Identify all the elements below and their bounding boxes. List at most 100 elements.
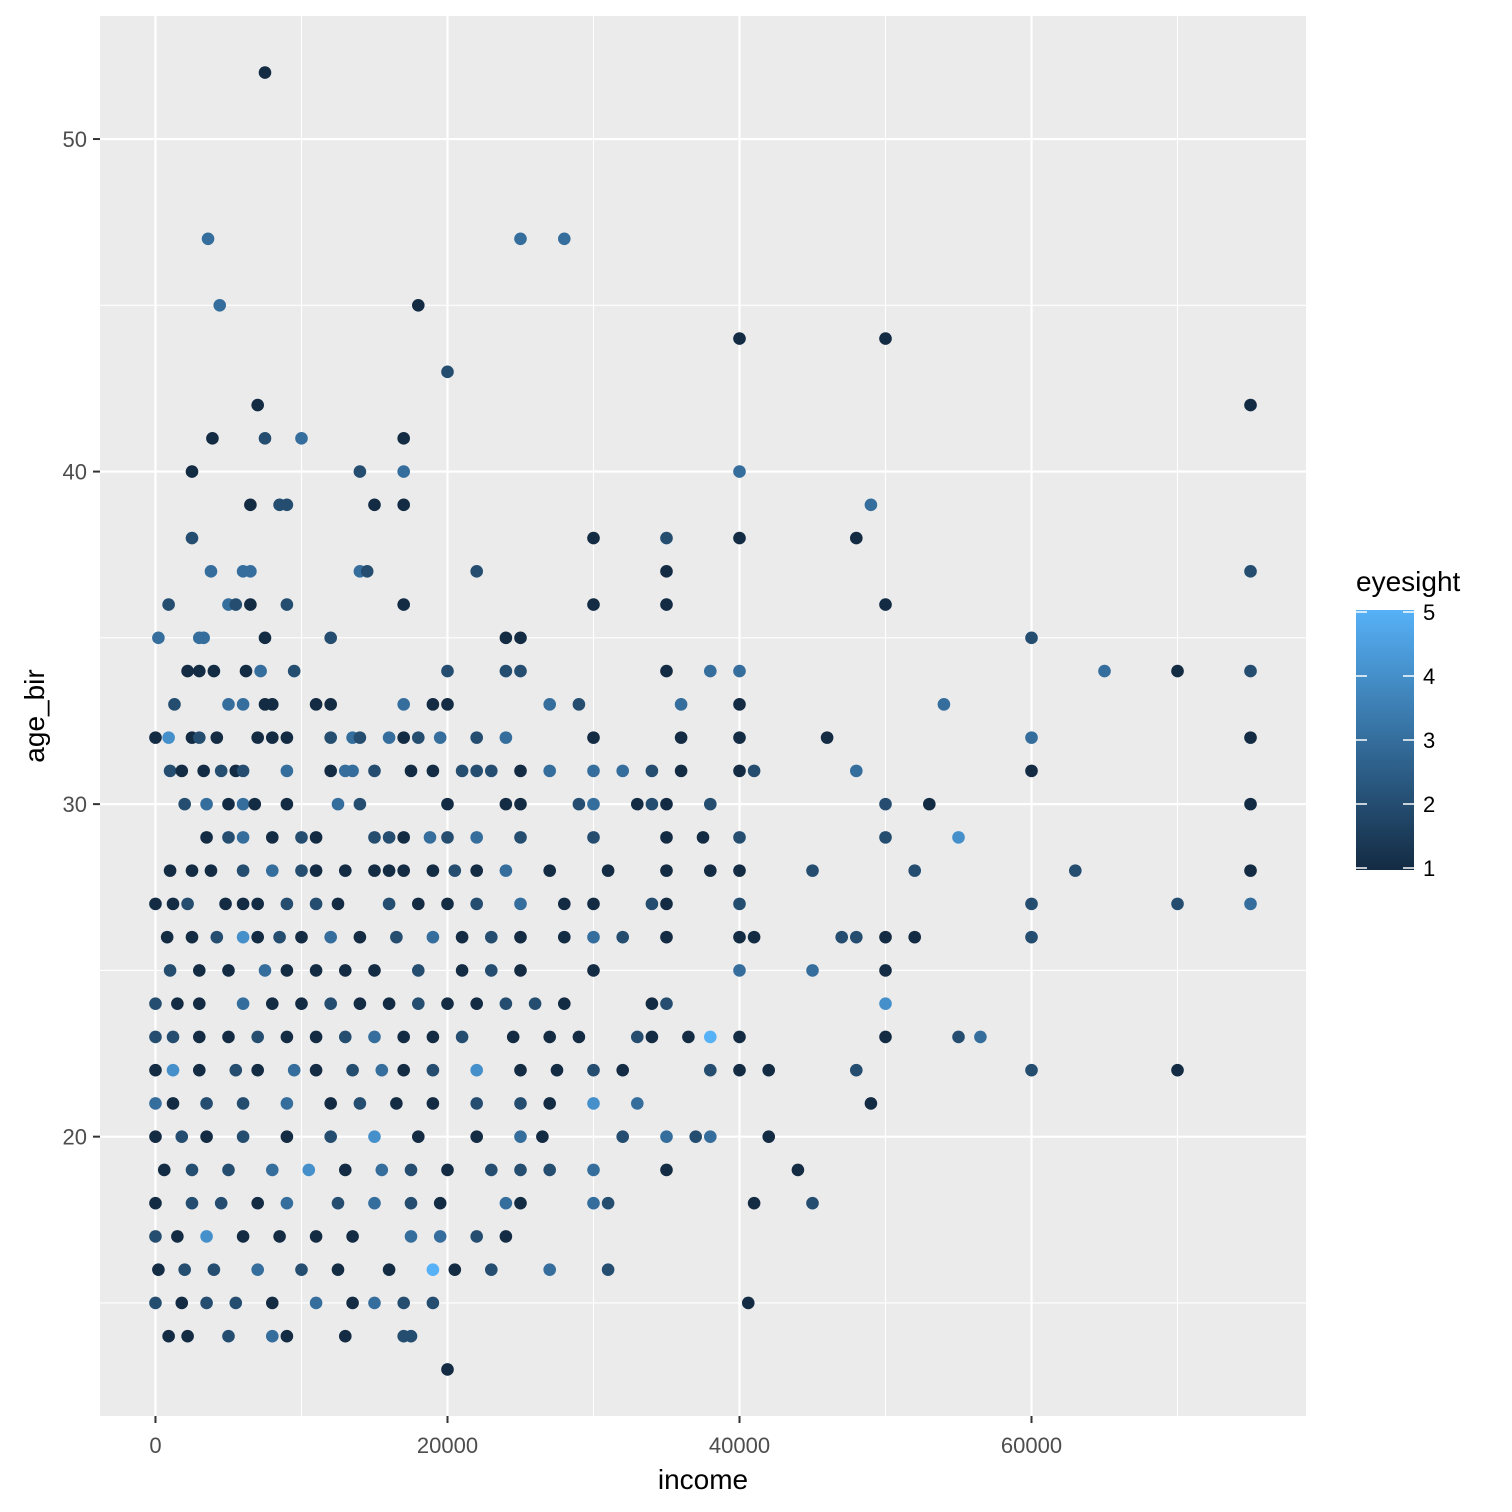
data-point — [236, 897, 250, 911]
data-point — [214, 764, 228, 778]
data-point — [923, 797, 936, 811]
data-point — [484, 964, 498, 977]
data-point — [616, 764, 629, 778]
data-point — [879, 831, 892, 844]
data-point — [382, 731, 396, 744]
data-point — [309, 964, 323, 977]
data-point — [236, 797, 250, 811]
data-point — [404, 1163, 418, 1177]
data-point — [251, 1263, 264, 1276]
data-point — [309, 698, 323, 711]
data-point — [1171, 897, 1184, 911]
data-point — [937, 698, 951, 711]
data-point — [397, 864, 410, 877]
data-point — [163, 964, 177, 977]
data-point — [1244, 565, 1257, 578]
data-point — [346, 1230, 359, 1243]
data-point — [258, 964, 272, 977]
data-point — [192, 664, 206, 678]
data-point — [733, 864, 746, 877]
data-point — [514, 1163, 527, 1177]
data-point — [265, 1296, 279, 1310]
data-point — [309, 897, 323, 911]
data-point — [587, 897, 600, 911]
data-point — [346, 764, 359, 778]
data-point — [630, 1097, 644, 1110]
data-point — [587, 930, 600, 944]
data-point — [733, 1030, 746, 1044]
data-point — [411, 897, 425, 911]
data-point — [200, 831, 213, 844]
data-point — [244, 598, 257, 611]
data-point — [251, 897, 264, 911]
data-point — [185, 1163, 199, 1177]
data-point — [1171, 1063, 1184, 1077]
data-point — [411, 1130, 425, 1143]
data-point — [1025, 897, 1038, 911]
data-point — [338, 1329, 352, 1343]
data-point — [222, 1163, 235, 1177]
data-point — [441, 831, 454, 844]
data-point — [1244, 797, 1257, 811]
data-point — [411, 731, 425, 744]
data-point — [879, 930, 892, 944]
data-point — [178, 1263, 191, 1276]
data-point — [660, 565, 673, 578]
data-point — [236, 1130, 250, 1143]
x-tick-label: 0 — [149, 1433, 161, 1458]
legend-ticks: 1 2 3 4 5 — [1356, 600, 1435, 881]
data-point — [557, 997, 571, 1010]
data-point — [353, 997, 367, 1010]
data-point — [251, 398, 264, 412]
data-point — [309, 831, 323, 844]
data-point — [733, 465, 746, 478]
data-point — [295, 1263, 308, 1276]
data-point — [952, 831, 965, 844]
data-point — [426, 864, 440, 877]
data-point — [433, 1196, 447, 1210]
data-point — [499, 731, 513, 744]
data-point — [514, 1097, 527, 1110]
data-point — [645, 764, 659, 778]
data-point — [470, 565, 483, 578]
legend-title: eyesight — [1356, 566, 1461, 597]
data-point — [879, 797, 892, 811]
data-point — [660, 930, 673, 944]
data-point — [441, 1163, 454, 1177]
data-point — [157, 1163, 171, 1177]
y-tick-label: 30 — [63, 792, 87, 817]
data-point — [375, 1063, 389, 1077]
data-point — [616, 1130, 629, 1143]
data-point — [360, 565, 374, 578]
data-point — [660, 664, 673, 678]
y-tick-label: 20 — [63, 1125, 87, 1150]
data-point — [324, 731, 337, 744]
data-point — [587, 797, 600, 811]
data-point — [382, 897, 396, 911]
data-point — [850, 930, 863, 944]
data-point — [1244, 864, 1257, 877]
data-point — [543, 1097, 556, 1110]
data-point — [557, 897, 571, 911]
data-point — [1025, 930, 1038, 944]
data-point — [704, 1030, 717, 1044]
data-point — [587, 531, 600, 545]
data-point — [397, 1030, 410, 1044]
data-point — [616, 1063, 629, 1077]
y-tick-label: 50 — [63, 127, 87, 152]
data-point — [181, 1329, 194, 1343]
data-point — [470, 864, 483, 877]
data-point — [587, 764, 600, 778]
data-point — [528, 997, 542, 1010]
data-point — [441, 897, 454, 911]
data-point — [368, 831, 381, 844]
data-point — [747, 764, 761, 778]
data-point — [514, 831, 527, 844]
data-point — [426, 1063, 440, 1077]
data-point — [346, 1296, 359, 1310]
data-point — [397, 698, 410, 711]
data-point — [506, 1030, 520, 1044]
data-point — [258, 631, 272, 645]
data-point — [197, 764, 210, 778]
data-point — [295, 432, 308, 445]
